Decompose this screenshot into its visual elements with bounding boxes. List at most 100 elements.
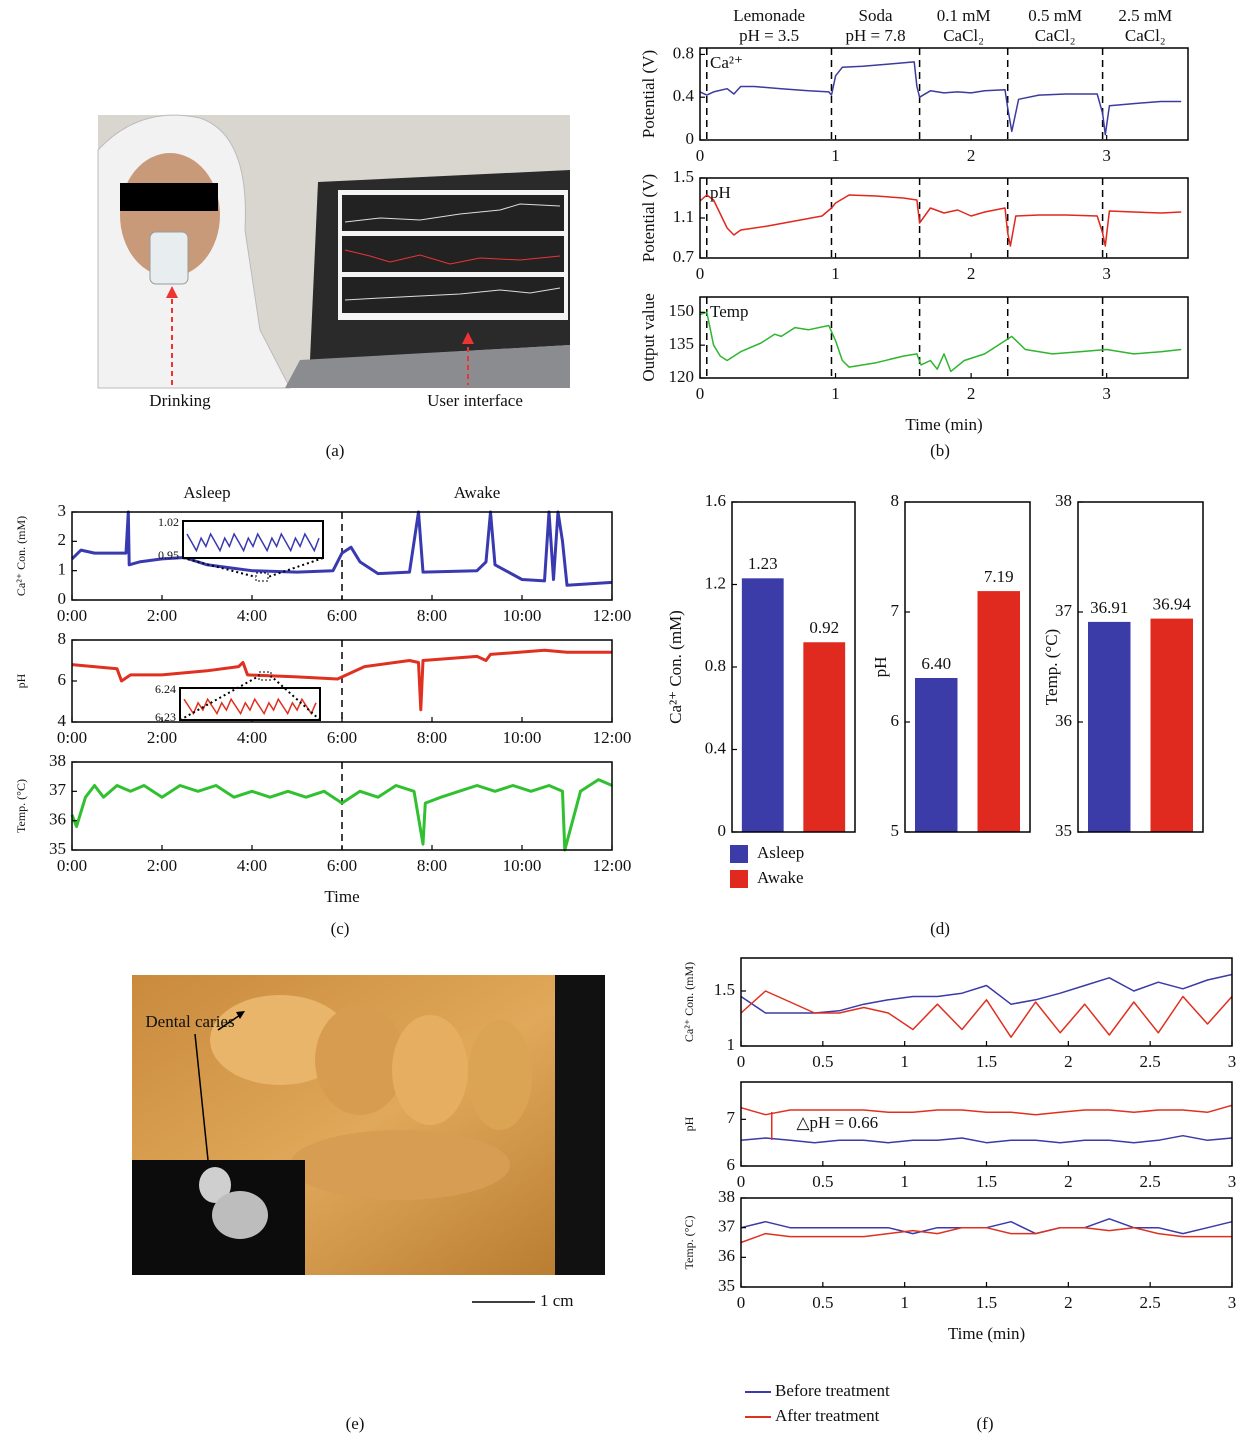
x-tick-label: 1 [900, 1172, 909, 1191]
photo-label: Drinking [149, 391, 211, 410]
legend-label: After treatment [775, 1406, 880, 1425]
x-tick-label: 8:00 [417, 606, 447, 625]
value-label: 36.91 [1090, 598, 1128, 617]
tooth-row [290, 1130, 510, 1200]
x-tick-label: 1 [831, 146, 840, 165]
y-axis-label: Ca²⁺ Con. (mM) [682, 962, 696, 1042]
figure: Drinking User interface (a) Dental carie… [0, 0, 1244, 1437]
condition-label: 2.5 mM [1118, 6, 1172, 25]
bar [915, 678, 958, 832]
y-tick-label: 38 [49, 751, 66, 770]
annotation: △pH = 0.66 [796, 1113, 878, 1132]
panel-label: (e) [346, 1414, 365, 1433]
bar [803, 642, 845, 832]
bar [978, 591, 1021, 832]
y-axis-label: Potential (V) [639, 50, 658, 138]
x-tick-label: 10:00 [503, 728, 542, 747]
data-line [741, 1228, 1232, 1243]
y-axis-label: Temp. (°C) [14, 779, 28, 833]
y-tick-label: 0.4 [673, 86, 695, 105]
y-tick-label: 0 [718, 821, 727, 840]
x-tick-label: 3 [1228, 1172, 1237, 1191]
y-tick-label: 0.8 [705, 656, 726, 675]
value-label: 36.94 [1153, 595, 1192, 614]
y-axis-label: Potential (V) [639, 174, 658, 262]
x-tick-label: 2:00 [147, 856, 177, 875]
trace-panel [342, 277, 564, 313]
zoom-connector [268, 558, 323, 577]
y-tick-label: 36 [49, 810, 66, 829]
condition-label: 0.5 mM [1028, 6, 1082, 25]
bar [1088, 622, 1131, 832]
y-tick-label: 8 [891, 491, 900, 510]
plot-frame [700, 297, 1188, 378]
x-tick-label: 3 [1102, 146, 1111, 165]
x-tick-label: 6:00 [327, 606, 357, 625]
x-tick-label: 2:00 [147, 606, 177, 625]
y-tick-label: 120 [669, 367, 695, 386]
data-line [700, 195, 1181, 246]
scale-label: 1 cm [540, 1291, 574, 1310]
data-line [700, 62, 1181, 135]
value-label: 6.40 [921, 654, 951, 673]
x-tick-label: 0:00 [57, 856, 87, 875]
legend-swatch [730, 845, 748, 863]
legend-label: Awake [757, 868, 804, 887]
x-tick-label: 12:00 [593, 856, 632, 875]
y-axis-label: pH [871, 657, 890, 678]
y-tick-label: 37 [718, 1217, 736, 1236]
x-tick-label: 4:00 [237, 728, 267, 747]
y-tick-label: 7 [891, 601, 900, 620]
zoom-region [256, 573, 268, 581]
condition-label: CaCl₂ [1035, 26, 1076, 45]
condition-label: CaCl₂ [1125, 26, 1166, 45]
value-label: 1.23 [748, 554, 778, 573]
callout-label: Dental caries [145, 1012, 234, 1031]
eye-bar [120, 183, 218, 211]
x-tick-label: 0 [737, 1052, 746, 1071]
y-axis-label: pH [14, 673, 28, 688]
data-line [741, 991, 1232, 1037]
y-tick-label: 1.5 [673, 167, 694, 186]
x-tick-label: 1.5 [976, 1052, 997, 1071]
y-tick-label: 0.4 [705, 738, 727, 757]
x-axis-label: Time [324, 887, 359, 906]
x-tick-label: 0.5 [812, 1172, 833, 1191]
x-tick-label: 0:00 [57, 606, 87, 625]
condition-label: 0.1 mM [937, 6, 991, 25]
x-tick-label: 0 [696, 264, 705, 283]
x-tick-label: 3 [1228, 1052, 1237, 1071]
x-tick-label: 1.5 [976, 1293, 997, 1312]
data-line [700, 312, 1181, 371]
y-tick-label: 135 [669, 334, 695, 353]
y-tick-label: 36 [718, 1246, 735, 1265]
x-tick-label: 1 [900, 1293, 909, 1312]
y-tick-label: 5 [891, 821, 900, 840]
x-tick-label: 2:00 [147, 728, 177, 747]
photo-label: User interface [427, 391, 523, 410]
x-tick-label: 0 [696, 146, 705, 165]
y-axis-label: pH [682, 1116, 696, 1131]
x-tick-label: 4:00 [237, 606, 267, 625]
series-label: Ca²⁺ [710, 53, 743, 72]
trace-panel [342, 236, 564, 272]
condition-label: Lemonade [733, 6, 805, 25]
y-tick-label: 3 [58, 501, 67, 520]
x-axis-label: Time (min) [948, 1324, 1025, 1343]
x-tick-label: 10:00 [503, 856, 542, 875]
x-tick-label: 8:00 [417, 856, 447, 875]
x-tick-label: 2 [967, 146, 976, 165]
phase-label: Awake [454, 483, 501, 502]
series-label: pH [710, 183, 731, 202]
render-edge [555, 975, 605, 1275]
y-tick-label: 1 [727, 1035, 736, 1054]
y-tick-label: 6 [727, 1155, 736, 1174]
data-line [741, 1219, 1232, 1234]
x-tick-label: 1.5 [976, 1172, 997, 1191]
cup [150, 232, 188, 284]
x-tick-label: 2 [967, 384, 976, 403]
panel-label: (a) [326, 441, 345, 460]
x-tick-label: 1 [831, 264, 840, 283]
y-tick-label: 6 [891, 711, 900, 730]
y-tick-label: 0.7 [673, 247, 695, 266]
